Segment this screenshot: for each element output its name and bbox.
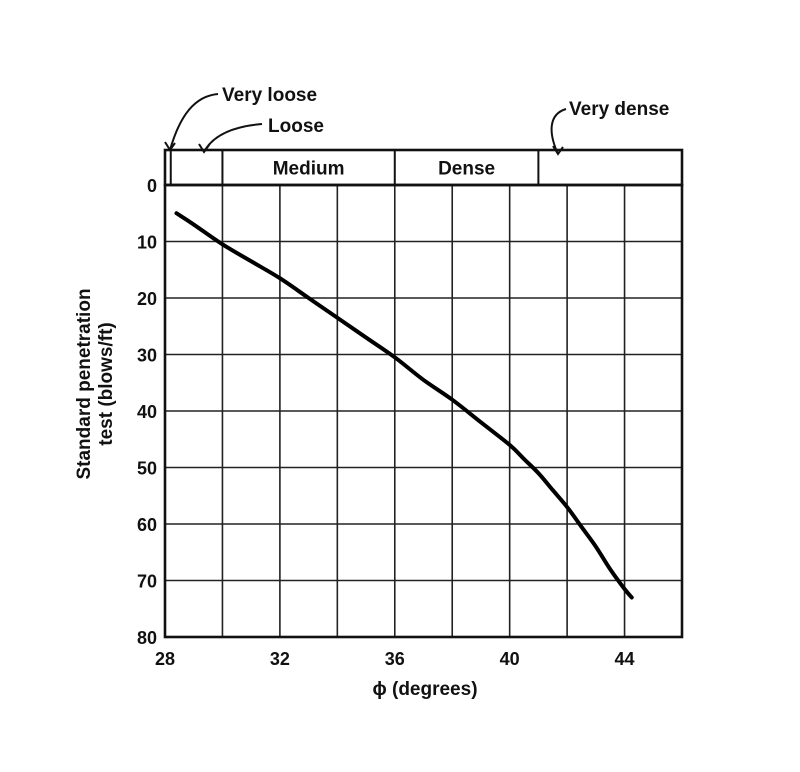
band-label-medium: Medium <box>273 159 345 180</box>
y-tick-label: 30 <box>137 346 157 366</box>
y-tick-label: 50 <box>137 459 157 479</box>
data-series <box>174 211 634 600</box>
y-axis-label-line-2: test (blows/ft) <box>96 322 117 446</box>
y-tick-label: 80 <box>137 628 157 648</box>
annotation-loose: Loose <box>268 116 324 137</box>
annotation-very-dense-arrowhead <box>552 145 564 156</box>
band-row-frame <box>163 148 684 187</box>
y-axis-label-line-1: Standard penetration <box>74 288 95 479</box>
x-tick-label: 40 <box>500 649 520 669</box>
y-tick-label: 0 <box>147 176 157 196</box>
annotation-very-loose: Very loose <box>222 85 317 106</box>
annotation-very-loose-arrow <box>169 93 219 151</box>
annotation-very-dense: Very dense <box>569 99 669 120</box>
grid-lines <box>163 183 684 639</box>
x-tick-label: 32 <box>270 649 290 669</box>
x-tick-label: 28 <box>155 649 175 669</box>
series-line <box>174 211 634 600</box>
annotation-loose-arrowhead <box>198 143 210 154</box>
y-tick-label: 20 <box>137 289 157 309</box>
annotation-loose-arrow <box>203 123 263 153</box>
x-tick-label: 44 <box>615 649 635 669</box>
band-label-dense: Dense <box>438 159 495 180</box>
annotations: Very loose Loose Very dense <box>164 85 669 156</box>
x-axis-label: ϕ (degrees) <box>372 679 477 700</box>
axis-ticks: 28 32 36 40 44 0 10 20 30 40 50 60 70 80 <box>137 176 635 669</box>
y-tick-label: 40 <box>137 402 157 422</box>
x-tick-label: 36 <box>385 649 405 669</box>
annotation-very-loose-arrowhead <box>164 141 176 152</box>
y-tick-label: 60 <box>137 515 157 535</box>
y-tick-label: 70 <box>137 572 157 592</box>
annotation-very-dense-arrow <box>550 108 567 155</box>
density-band-row: Medium Dense <box>163 148 684 187</box>
y-tick-label: 10 <box>137 233 157 253</box>
